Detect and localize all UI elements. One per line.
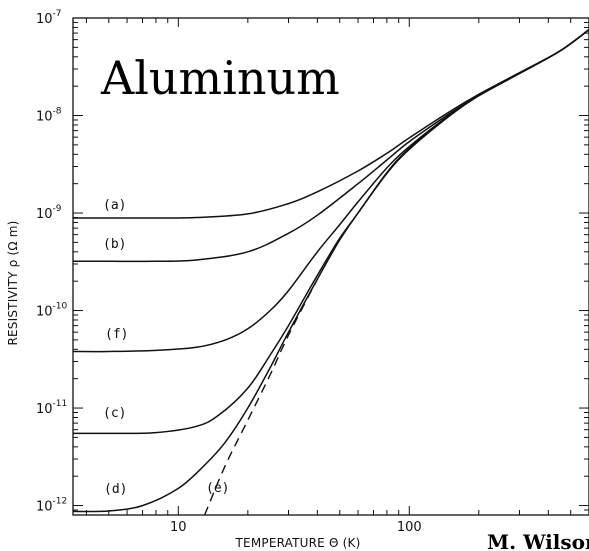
plot-frame xyxy=(72,17,589,516)
y-tick-label: 10-7 xyxy=(36,9,62,27)
y-tick-label: 10-10 xyxy=(36,302,68,320)
curve-label-f: (f) xyxy=(105,327,128,342)
x-tick-label: 10 xyxy=(170,520,187,535)
axis-ticks xyxy=(73,17,589,516)
credit-text: M. Wilson xyxy=(487,530,589,551)
curve-label-e: (e) xyxy=(206,481,229,496)
curve-a xyxy=(73,29,589,219)
y-tick-label: 10-11 xyxy=(36,399,67,417)
y-tick-label: 10-9 xyxy=(36,204,62,222)
y-axis-title: RESISTIVITY ρ (Ω m) xyxy=(6,220,20,345)
curve-label-b: (b) xyxy=(103,237,126,252)
y-tick-label: 10-12 xyxy=(36,497,67,515)
axis-tick-labels: 10 100 10-7 10-8 10-9 10-10 10-11 10-12 xyxy=(36,9,422,535)
curve-label-c: (c) xyxy=(103,406,126,421)
x-tick-label: 100 xyxy=(397,520,422,535)
curve-label-a: (a) xyxy=(103,198,126,213)
curve-e xyxy=(203,278,319,516)
curve-label-d: (d) xyxy=(104,482,127,497)
chart-title: Aluminum xyxy=(100,51,340,105)
curves xyxy=(72,29,589,516)
x-axis-title: TEMPERATURE Θ (K) xyxy=(235,536,361,550)
y-tick-label: 10-8 xyxy=(36,107,62,125)
curve-labels: (a) (b) (f) (c) (d) (e) xyxy=(103,198,229,497)
